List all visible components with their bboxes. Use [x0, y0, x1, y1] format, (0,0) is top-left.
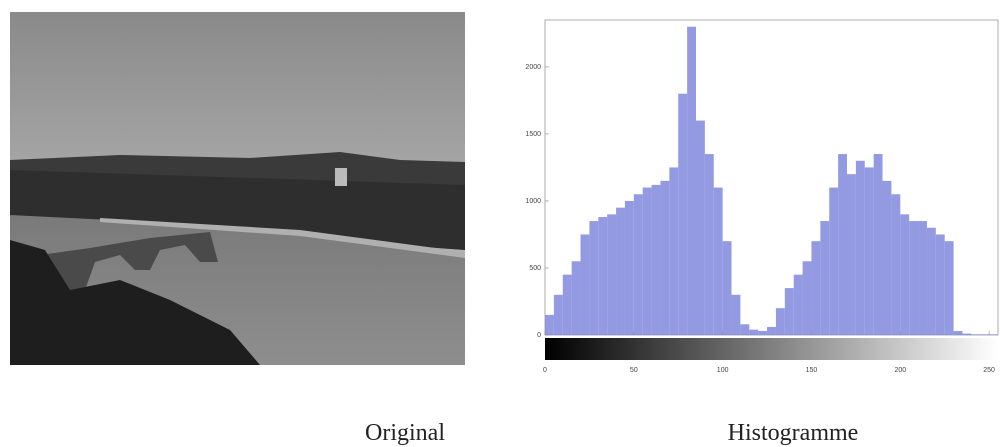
bar — [616, 207, 625, 335]
bar — [704, 154, 714, 335]
bar — [980, 334, 990, 335]
bar — [545, 314, 554, 335]
bar — [713, 187, 723, 335]
bar — [802, 261, 812, 335]
bar — [731, 294, 741, 335]
bar — [749, 329, 759, 335]
bar — [944, 241, 954, 335]
bar — [722, 241, 732, 335]
bar — [687, 26, 696, 336]
bar — [820, 221, 830, 335]
bar — [909, 221, 919, 335]
y-tick-label: 1000 — [525, 198, 541, 205]
photo — [10, 12, 465, 365]
bar — [758, 330, 768, 335]
bar — [775, 308, 785, 335]
bar — [562, 274, 572, 335]
bar — [829, 187, 839, 335]
bar — [589, 221, 599, 335]
bar — [669, 167, 679, 335]
bar — [624, 200, 634, 335]
bar — [873, 154, 883, 335]
bar — [864, 167, 874, 335]
bar — [793, 274, 803, 335]
bar — [918, 221, 927, 335]
x-tick-label: 100 — [717, 367, 729, 374]
bar — [633, 194, 643, 335]
bar — [847, 174, 856, 335]
bar — [962, 333, 972, 335]
x-tick-label: 250 — [983, 367, 995, 374]
gray-scale-bar — [545, 338, 998, 360]
bar — [696, 120, 705, 335]
y-tick-label: 2000 — [525, 64, 541, 71]
bar — [660, 180, 670, 335]
x-tick-label: 200 — [894, 367, 906, 374]
bar — [900, 214, 910, 335]
bar — [971, 334, 981, 335]
x-tick-label: 0 — [543, 367, 547, 374]
bar — [811, 241, 821, 335]
bar — [891, 194, 901, 335]
bar — [553, 294, 563, 335]
bar — [580, 234, 590, 335]
bar — [651, 184, 661, 335]
bar — [571, 261, 581, 335]
bar — [882, 180, 892, 335]
y-tick-label: 1500 — [525, 131, 541, 138]
bar — [642, 187, 652, 335]
y-tick-label: 500 — [529, 265, 541, 272]
bar — [740, 324, 750, 335]
bar — [767, 326, 776, 335]
bar — [953, 330, 963, 335]
caption: Histogramme — [728, 420, 859, 446]
bar — [678, 93, 688, 335]
x-tick-label: 50 — [630, 367, 638, 374]
x-tick-label: 150 — [806, 367, 818, 374]
bar — [855, 160, 865, 335]
bar — [935, 234, 945, 335]
caption: Original — [365, 420, 445, 446]
bar — [598, 217, 608, 335]
y-tick-label: 0 — [537, 332, 541, 339]
bar — [784, 288, 794, 335]
bar — [838, 154, 847, 335]
bar — [607, 214, 617, 335]
bar — [989, 334, 998, 335]
bar — [926, 227, 936, 335]
